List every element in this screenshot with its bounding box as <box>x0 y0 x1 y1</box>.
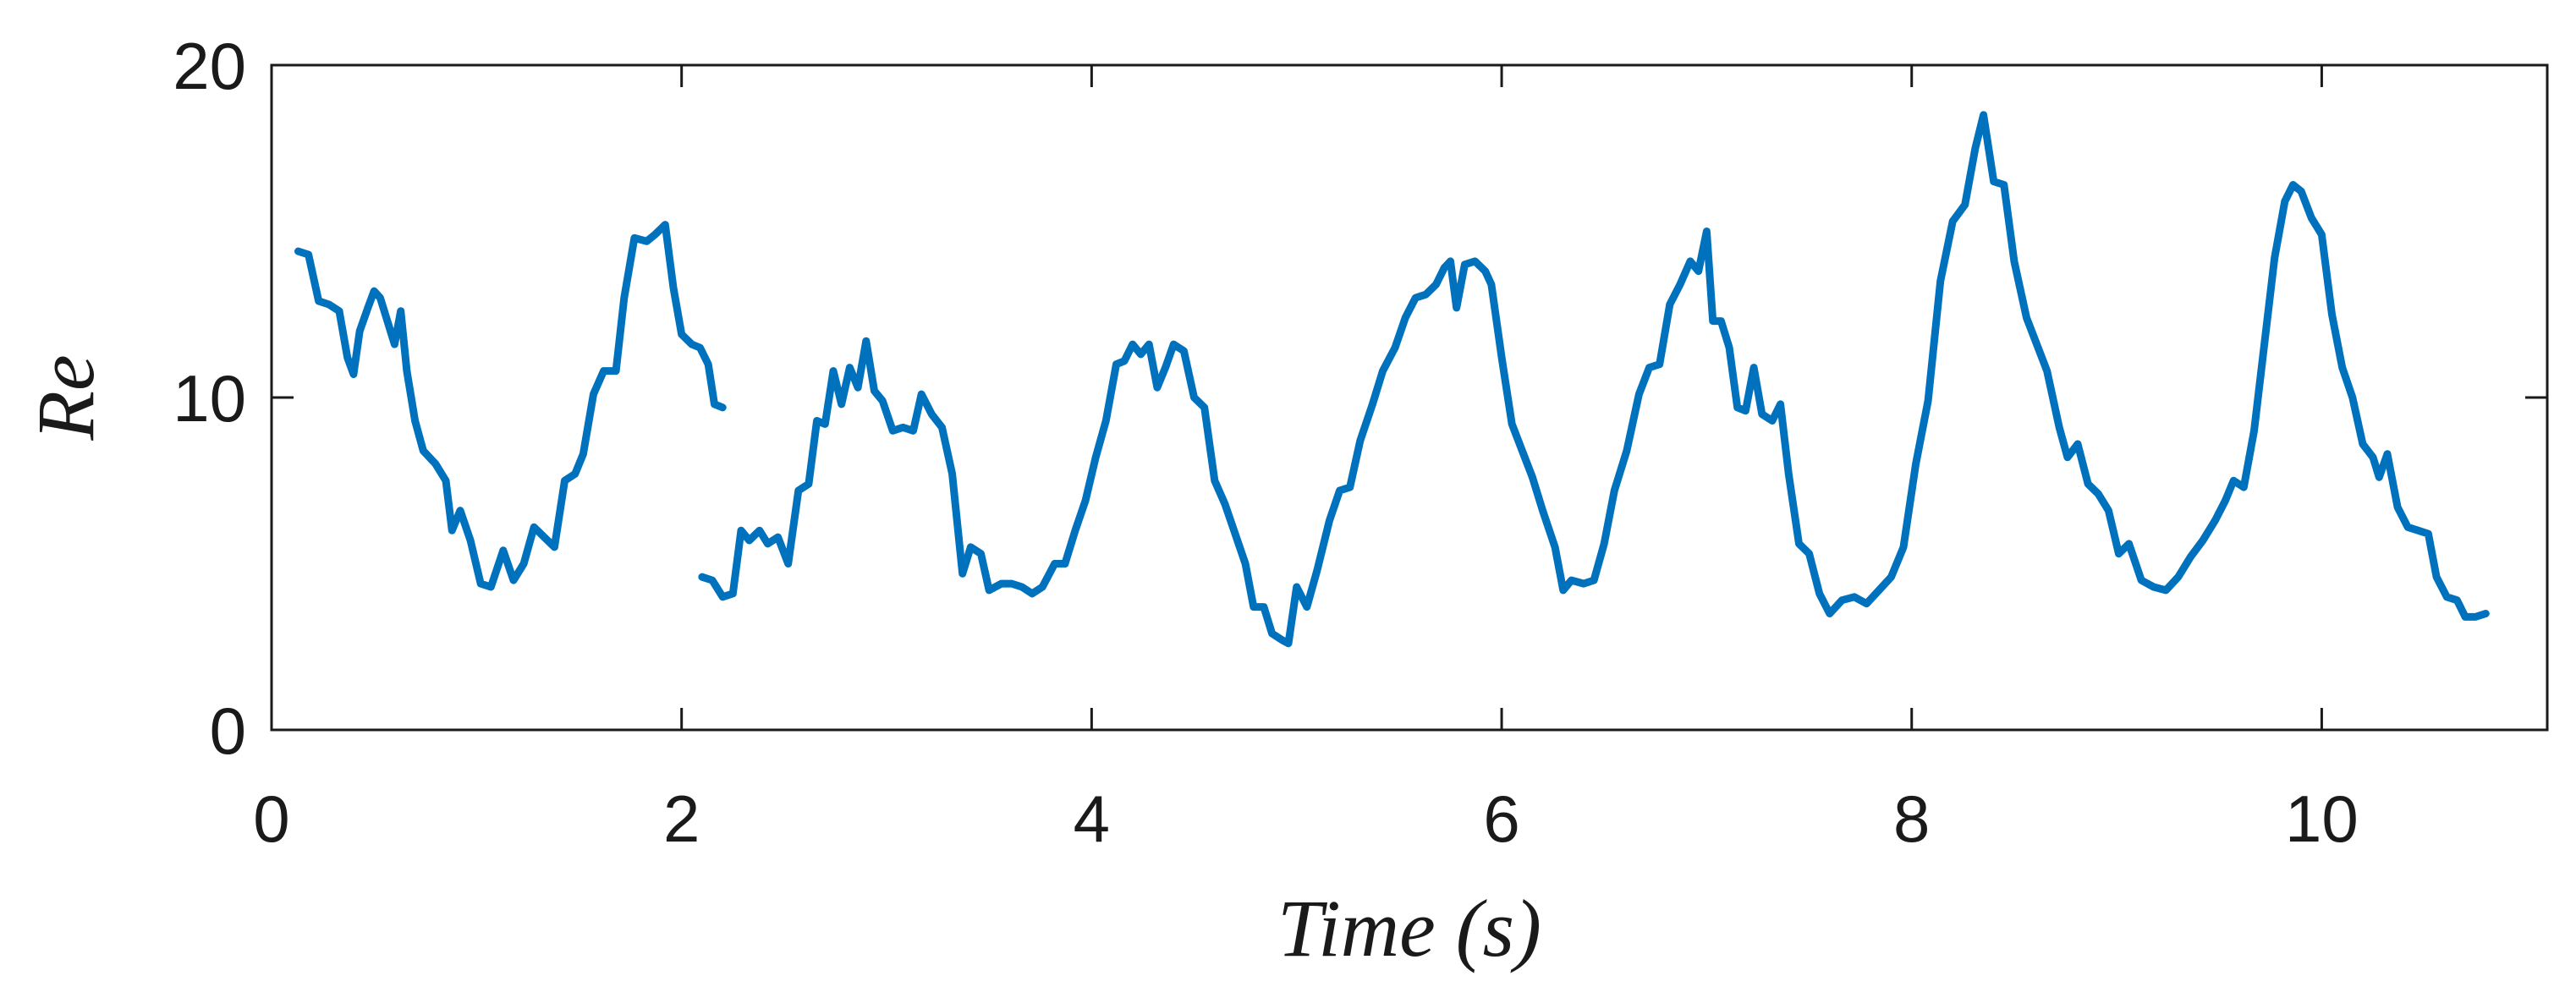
series-group <box>294 111 2490 648</box>
y-tick-label: 20 <box>173 29 246 103</box>
y-axis-label: Re <box>20 354 111 441</box>
x-tick-label: 6 <box>1483 781 1519 856</box>
x-tick-label: 4 <box>1074 781 1110 856</box>
y-tick-label: 10 <box>173 361 246 436</box>
series-line-segment <box>294 221 727 591</box>
y-tick-label: 0 <box>210 694 246 768</box>
x-axis-label: Time (s) <box>1277 883 1541 973</box>
x-axis: 0 2 4 6 8 10 <box>253 65 2359 856</box>
x-tick-label: 8 <box>1893 781 1930 856</box>
plot-area <box>270 63 2549 732</box>
x-tick-label: 10 <box>2285 781 2359 856</box>
plot-frame <box>270 63 2549 732</box>
y-axis: 0 10 20 <box>173 29 2547 768</box>
x-tick-label: 2 <box>663 781 700 856</box>
x-tick-label: 0 <box>253 781 289 856</box>
series-line-segment <box>698 111 2490 648</box>
